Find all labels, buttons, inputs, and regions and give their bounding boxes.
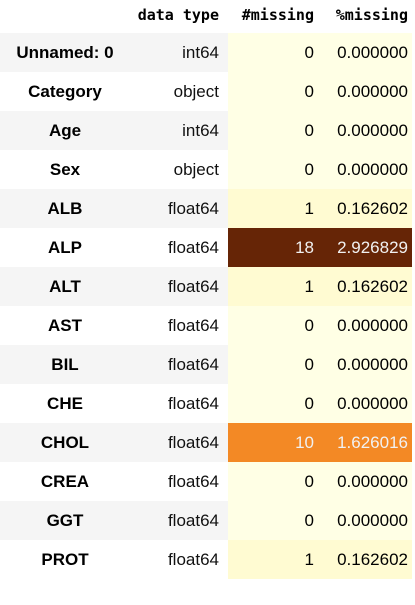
data-type-cell: float64	[167, 433, 219, 452]
row-index-label: CREA	[40, 472, 90, 491]
missing-pct-cell: 0.000000	[321, 501, 412, 540]
missing-count-cell: 18	[228, 228, 321, 267]
missing-count-cell: 0	[228, 384, 321, 423]
missing-pct-cell: 0.000000	[321, 462, 412, 501]
table-row: CHE float64 0 0.000000	[0, 384, 415, 423]
missing-count-cell: 0	[228, 345, 321, 384]
data-type-cell: float64	[167, 355, 219, 374]
missing-pct-cell: 2.926829	[321, 228, 412, 267]
table-row: Unnamed: 0 int64 0 0.000000	[0, 33, 415, 72]
data-type-cell: float64	[167, 472, 219, 491]
missing-pct-cell: 0.162602	[321, 540, 412, 579]
missing-count-cell: 1	[228, 189, 321, 228]
missing-pct-cell: 1.626016	[321, 423, 412, 462]
missing-count-cell: 1	[228, 267, 321, 306]
column-header-missing-count: #missing	[241, 6, 314, 24]
table-row: CREA float64 0 0.000000	[0, 462, 415, 501]
missing-pct-cell: 0.000000	[321, 33, 412, 72]
row-index-label: Sex	[49, 160, 81, 179]
data-type-cell: int64	[182, 43, 219, 62]
table-row: ALT float64 1 0.162602	[0, 267, 415, 306]
data-type-cell: float64	[167, 394, 219, 413]
table-row: Sex object 0 0.000000	[0, 150, 415, 189]
missing-pct-cell: 0.000000	[321, 150, 412, 189]
table-header: data type #missing %missing	[0, 0, 415, 33]
missing-count-cell: 0	[228, 33, 321, 72]
table-row: Age int64 0 0.000000	[0, 111, 415, 150]
data-type-cell: float64	[167, 199, 219, 218]
row-index-label: BIL	[0, 345, 130, 384]
table-row: ALB float64 1 0.162602	[0, 189, 415, 228]
column-header-missing-pct: %missing	[335, 6, 408, 24]
missing-count-cell: 0	[228, 111, 321, 150]
data-type-cell: float64	[167, 238, 219, 257]
table-row: AST float64 0 0.000000	[0, 306, 415, 345]
row-index-label: Category	[28, 82, 102, 101]
table-row: ALP float64 18 2.926829	[0, 228, 415, 267]
table-row: PROT float64 1 0.162602	[0, 540, 415, 579]
missing-pct-cell: 0.162602	[321, 189, 412, 228]
row-index-label: CHE	[47, 394, 83, 413]
data-type-cell: float64	[167, 316, 219, 335]
column-header-data-type: data type	[137, 6, 219, 24]
table-row: Category object 0 0.000000	[0, 72, 415, 111]
row-index-label: ALB	[0, 189, 130, 228]
data-type-cell: int64	[182, 121, 219, 140]
data-type-cell: object	[173, 82, 219, 101]
missing-pct-cell: 0.000000	[321, 111, 412, 150]
data-type-cell: float64	[167, 277, 219, 296]
missing-count-cell: 10	[228, 423, 321, 462]
table-row: CHOL float64 10 1.626016	[0, 423, 415, 462]
data-type-cell: object	[173, 160, 219, 179]
missing-count-cell: 0	[228, 150, 321, 189]
table-row: GGT float64 0 0.000000	[0, 501, 415, 540]
missing-count-cell: 0	[228, 462, 321, 501]
missing-pct-cell: 0.000000	[321, 384, 412, 423]
missing-pct-cell: 0.000000	[321, 72, 412, 111]
row-index-label: AST	[48, 316, 82, 335]
row-index-label: GGT	[0, 501, 130, 540]
row-index-label: PROT	[41, 550, 89, 569]
row-index-label: ALP	[48, 238, 82, 257]
table-row: BIL float64 0 0.000000	[0, 345, 415, 384]
row-index-label: ALT	[0, 267, 130, 306]
data-type-cell: float64	[167, 511, 219, 530]
row-index-label: Unnamed: 0	[0, 33, 130, 72]
missing-pct-cell: 0.162602	[321, 267, 412, 306]
data-type-cell: float64	[167, 550, 219, 569]
missing-pct-cell: 0.000000	[321, 306, 412, 345]
row-index-label: Age	[0, 111, 130, 150]
missing-count-cell: 0	[228, 72, 321, 111]
missing-count-cell: 0	[228, 501, 321, 540]
missing-count-cell: 1	[228, 540, 321, 579]
missing-pct-cell: 0.000000	[321, 345, 412, 384]
row-index-label: CHOL	[0, 423, 130, 462]
missing-count-cell: 0	[228, 306, 321, 345]
